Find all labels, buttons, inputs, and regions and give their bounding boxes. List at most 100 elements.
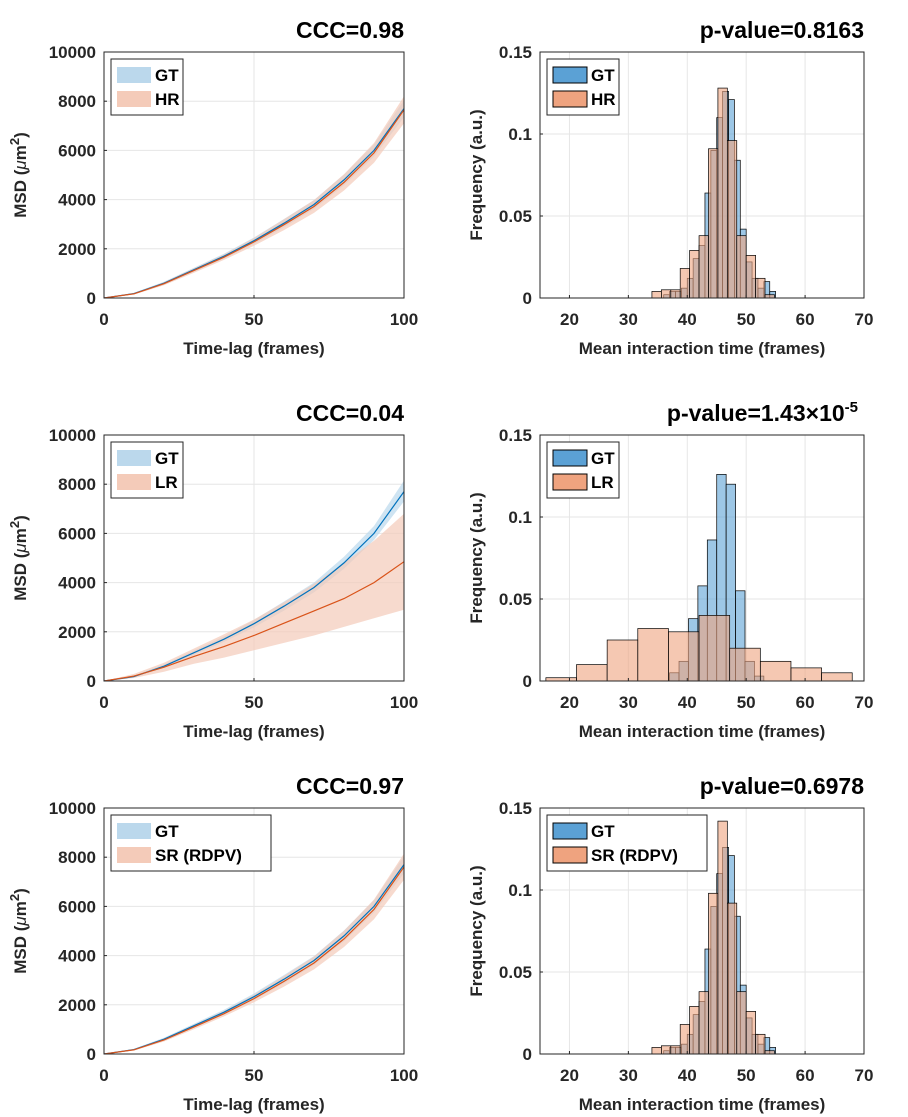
y-tick-label: 8000 [58,92,96,111]
histogram-bar-other [698,991,709,1054]
legend-swatch-other [117,91,151,107]
histogram-bar-other [790,667,822,681]
histogram-bar-other [651,1047,662,1054]
y-tick-label: 2000 [58,623,96,642]
legend-label-gt: GT [155,66,179,85]
histogram-bar-other [755,1033,766,1054]
panel-2: 20 30 40 50 60 70 0 0.05 0.1 0.15 Mean interaction… [467,17,873,358]
histogram-bar-other [661,289,672,298]
legend: GT LR [110,441,184,499]
x-tick-label: 0 [99,310,108,329]
histogram-bar-other [745,1011,756,1054]
histogram-bar-other [661,1045,672,1054]
histogram-bar-other [689,250,700,298]
histogram-bar-other [726,140,738,298]
legend-label-other: HR [155,90,180,109]
panel-title: p-value=0.6978 [700,773,865,799]
y-tick-label: 10000 [49,799,96,818]
legend-label-other: SR (RDPV) [155,846,242,865]
x-axis-label: Mean interaction time (frames) [579,722,826,741]
histogram-bar-other [717,87,728,298]
y-tick-label: 8000 [58,848,96,867]
x-tick-label: 30 [619,310,638,329]
legend-swatch-gt [552,66,588,84]
legend-label-gt: GT [155,822,179,841]
y-tick-label: 0.05 [499,963,532,982]
legend-label-other: LR [155,473,178,492]
axes-box [539,807,865,1055]
panel-title: p-value=0.8163 [700,17,864,43]
y-axis-label: MSD (μm2) [7,888,30,974]
x-tick-label: 20 [560,1066,579,1085]
legend-label-gt: GT [591,449,615,468]
histogram-bar-gt [725,483,736,681]
histogram-bar-other [689,1006,700,1054]
x-axis-label: Time-lag (frames) [183,339,324,358]
histogram-bar-other [729,647,761,681]
panel-title: CCC=0.98 [296,17,404,43]
y-tick-label: 0.1 [508,125,532,144]
histogram-bar-other [668,631,700,681]
legend-swatch-gt [117,67,151,83]
plot-content [545,474,853,681]
histogram-bar-other [736,991,747,1054]
x-tick-label: 50 [737,693,756,712]
y-tick-label: 4000 [58,947,96,966]
x-tick-label: 30 [619,1066,638,1085]
plot-content [651,87,776,298]
y-tick-label: 0.05 [499,590,532,609]
x-tick-label: 30 [619,693,638,712]
y-tick-label: 4000 [58,191,96,210]
histogram-bar-other [708,892,719,1054]
histogram-bar-other [576,664,608,681]
legend-swatch-gt [117,450,151,466]
histogram-bar-other [745,255,756,298]
histogram-bar-other [736,235,747,298]
y-tick-label: 6000 [58,897,96,916]
x-tick-label: 60 [796,693,815,712]
histogram-bar-other [764,294,775,298]
histogram-bar-other [759,660,792,681]
legend-swatch-other [117,474,151,490]
histogram-bar-other [717,820,728,1054]
x-tick-label: 50 [245,1066,264,1085]
panel-3: 0 50 100 0 2000 4000 6000 8000 10000 Time-lag (fr… [7,400,418,741]
x-tick-label: 20 [560,310,579,329]
y-tick-label: 2000 [58,996,96,1015]
panel-4: 20 30 40 50 60 70 0 0.05 0.1 0.15 Mean interaction… [467,399,873,741]
histogram-bar-other [679,1024,690,1054]
histogram-bar-other [708,148,719,298]
histogram-bar-other [670,1045,681,1054]
legend-label-gt: GT [591,822,615,841]
x-tick-label: 100 [390,1066,418,1085]
x-tick-label: 40 [678,1066,697,1085]
y-tick-label: 0 [87,1045,96,1064]
confidence-band-other [104,513,404,681]
y-tick-label: 6000 [58,141,96,160]
legend-swatch-gt [552,822,588,840]
y-tick-label: 0 [87,289,96,308]
legend: GT SR (RDPV) [546,814,708,872]
y-tick-label: 2000 [58,240,96,259]
histogram-bar-other [755,277,766,298]
y-tick-label: 10000 [49,426,96,445]
y-tick-label: 0.15 [499,43,532,62]
y-tick-label: 0.05 [499,207,532,226]
x-tick-label: 100 [390,310,418,329]
x-tick-label: 100 [390,693,418,712]
y-tick-label: 6000 [58,524,96,543]
y-tick-label: 8000 [58,475,96,494]
y-tick-label: 0 [87,672,96,691]
legend-swatch-other [552,846,588,864]
legend-label-other: HR [591,90,616,109]
axes-box [539,51,865,299]
legend-label-other: SR (RDPV) [591,846,678,865]
y-tick-label: 0 [523,1045,532,1064]
plot-content [104,96,404,298]
histogram-bar-other [637,628,669,681]
x-tick-label: 0 [99,1066,108,1085]
legend-label-gt: GT [155,449,179,468]
y-axis-label: Frequency (a.u.) [467,492,486,623]
x-tick-label: 70 [855,310,874,329]
